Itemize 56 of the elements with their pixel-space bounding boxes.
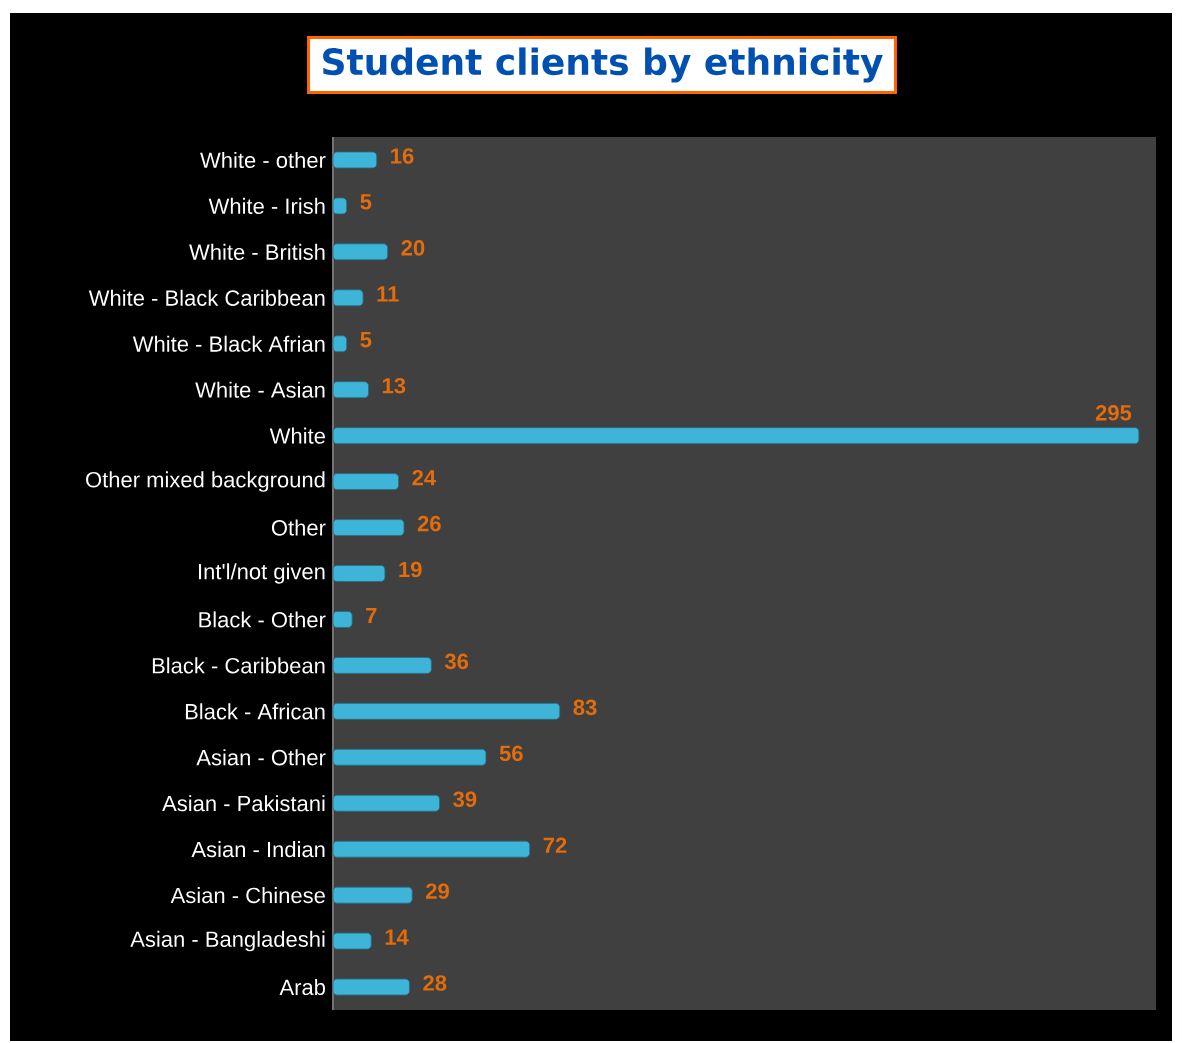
- bar: [332, 840, 531, 858]
- y-tick-label: Black - African: [185, 703, 325, 720]
- y-tick-label: Asian - Chinese: [170, 887, 325, 904]
- data-label: 26: [417, 515, 441, 532]
- bar: [332, 978, 410, 996]
- bar: [332, 473, 399, 491]
- data-label: 14: [385, 929, 409, 945]
- bar: [332, 702, 561, 720]
- bar: [332, 243, 389, 261]
- data-label: 20: [401, 240, 425, 256]
- data-label: 36: [444, 653, 469, 670]
- y-tick-label: White - Black Afrian: [132, 335, 325, 352]
- data-label: 83: [573, 699, 597, 716]
- chart-title: Student clients by ethnicity: [323, 47, 883, 83]
- bar: [332, 381, 369, 399]
- data-label: 39: [453, 791, 477, 808]
- y-tick-label: Int'l/not given: [199, 563, 325, 584]
- y-tick-label: White - other: [200, 151, 326, 169]
- bar: [332, 427, 1140, 445]
- y-tick-label: White - British: [189, 243, 325, 260]
- y-tick-label: Black - Other: [199, 611, 326, 628]
- bar: [332, 886, 413, 904]
- data-label: 24: [412, 469, 436, 486]
- bar: [332, 932, 372, 950]
- data-label: 5: [360, 332, 372, 348]
- y-tick-label: Other: [271, 519, 326, 536]
- y-tick-label: White - Irish: [208, 197, 325, 214]
- y-tick-label: Black - Caribbean: [152, 657, 325, 674]
- data-label: 7: [366, 607, 377, 624]
- bar: [332, 289, 364, 307]
- y-tick-label: Asian - Bangladeshi: [130, 930, 325, 952]
- data-label: 5: [360, 194, 372, 210]
- y-tick-label: Asian - Other: [196, 749, 326, 766]
- bar: [332, 657, 432, 674]
- bar: [332, 151, 378, 169]
- y-tick-label: White - Asian: [195, 381, 325, 398]
- data-label: 16: [391, 148, 414, 164]
- data-label: 28: [423, 975, 447, 991]
- y-tick-label: Arab: [279, 978, 325, 996]
- y-tick-label: Asian - Indian: [191, 841, 325, 858]
- y-tick-label: White: [269, 427, 325, 444]
- bar: [332, 519, 405, 536]
- data-label: 19: [399, 561, 422, 578]
- y-tick-label: White - Black Caribbean: [88, 289, 325, 306]
- y-tick-label: Other mixed background: [86, 471, 325, 492]
- y-tick-label: Asian - Pakistani: [162, 795, 325, 812]
- data-label: 11: [377, 286, 399, 302]
- data-label: 29: [426, 883, 449, 899]
- bar: [332, 794, 440, 812]
- bar: [332, 748, 487, 766]
- data-label: 13: [382, 377, 406, 394]
- bar: [332, 611, 353, 628]
- data-label: 295: [1095, 405, 1132, 421]
- data-label: 72: [543, 837, 567, 853]
- data-label: 56: [499, 745, 523, 762]
- bar: [332, 565, 386, 582]
